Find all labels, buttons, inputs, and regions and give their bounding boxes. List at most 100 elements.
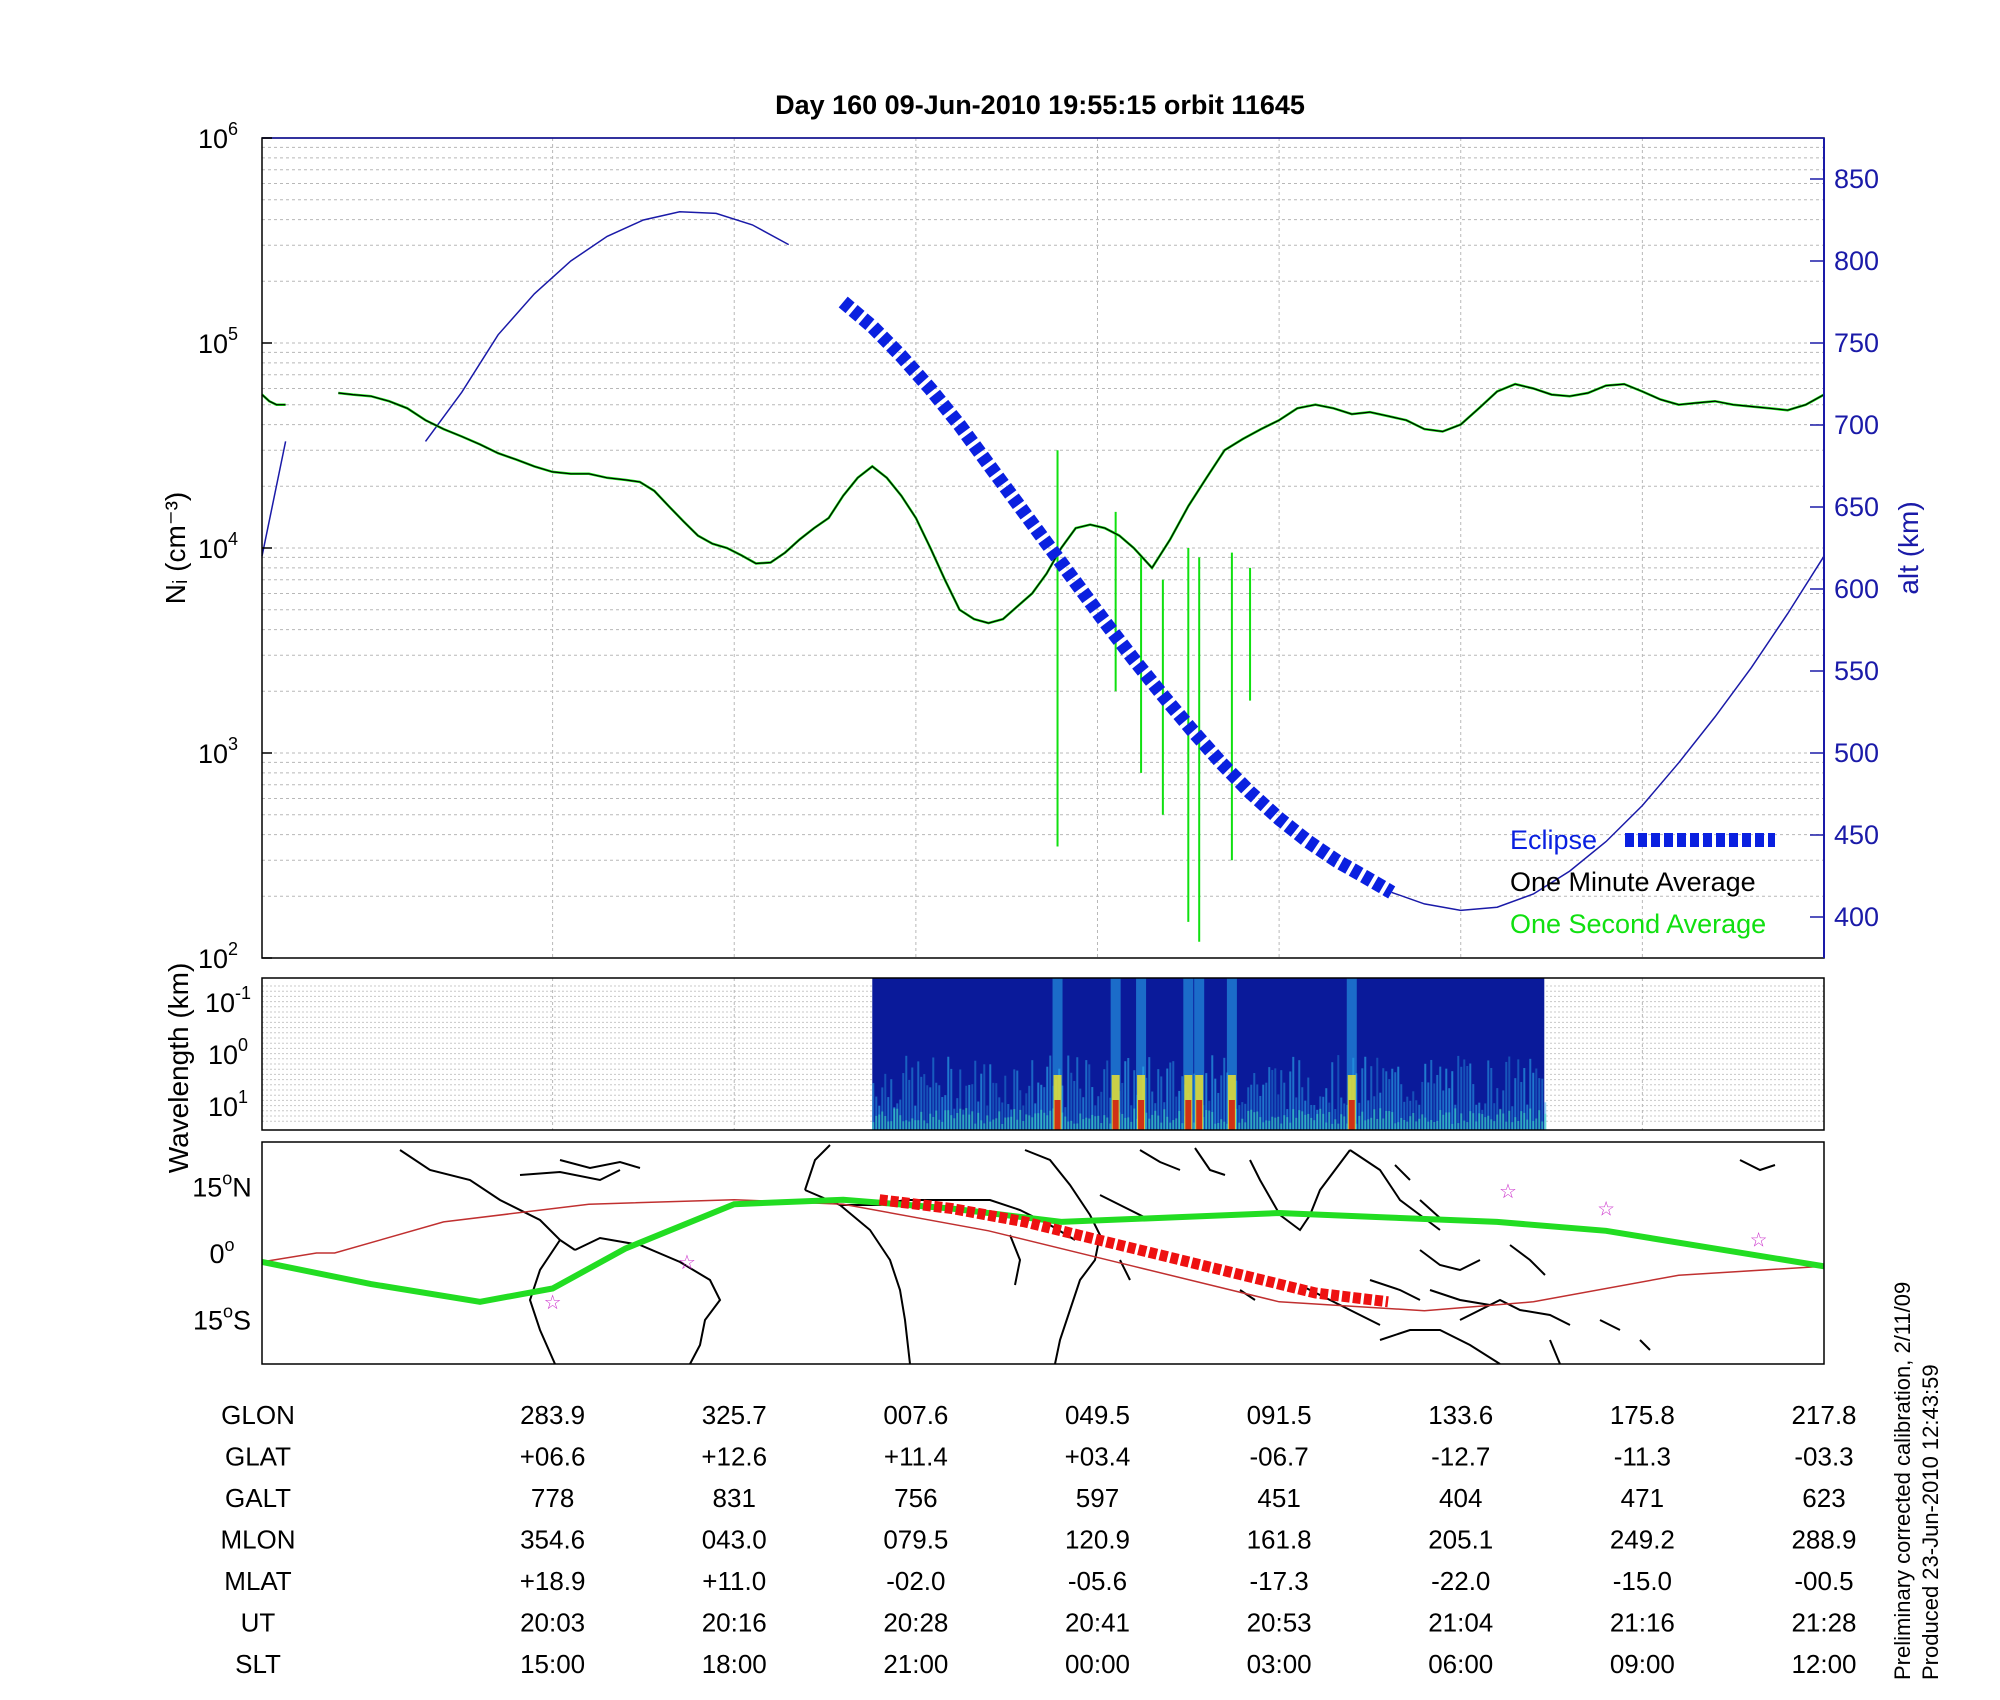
spectro-column — [1466, 1066, 1469, 1130]
spectro-column — [1046, 1066, 1049, 1130]
spectro-column — [1265, 1082, 1268, 1130]
spectro-column — [1037, 1082, 1040, 1130]
table-cell: 03:00 — [1247, 1649, 1312, 1679]
spectro-column-low — [974, 1123, 977, 1130]
spectro-column — [1070, 1072, 1073, 1130]
spectro-column — [1277, 1094, 1280, 1130]
spectro-column — [1274, 1068, 1277, 1130]
spectro-column-low — [1049, 1110, 1052, 1130]
spectro-column-low — [1019, 1109, 1022, 1130]
wavelength-tick-label: 100 — [208, 1035, 248, 1070]
spectro-column — [1133, 1070, 1136, 1130]
spectro-column — [884, 1073, 887, 1130]
spectro-column-low — [881, 1111, 884, 1130]
spectro-column-low — [1046, 1115, 1049, 1130]
coastline — [1419, 1249, 1481, 1272]
spectro-column-low — [1088, 1118, 1091, 1130]
spectro-column-low — [1175, 1118, 1178, 1130]
spectro-column — [1073, 1080, 1076, 1130]
coastline — [1369, 1279, 1491, 1306]
footer-line2: Produced 23-Jun-2010 12:43:59 — [1918, 1364, 1943, 1680]
spectro-column — [1523, 1068, 1526, 1130]
density-series — [261, 211, 1825, 942]
spectro-column-low — [1484, 1117, 1487, 1130]
wavelength-tick-exp: 0 — [238, 1035, 248, 1055]
spectro-column — [1166, 1068, 1169, 1130]
spectro-column-low — [1481, 1114, 1484, 1130]
spectro-column — [1085, 1060, 1088, 1130]
spectro-column — [1394, 1072, 1397, 1130]
spectro-column-low — [1520, 1111, 1523, 1130]
table-cell: 20:03 — [520, 1608, 585, 1638]
spectro-column-low — [1103, 1115, 1106, 1130]
wavelength-tick-exp: -1 — [235, 983, 251, 1003]
spectro-column-low — [1382, 1118, 1385, 1130]
coastlines — [399, 1144, 1776, 1364]
spectro-column — [1205, 1073, 1208, 1130]
spectro-column — [1007, 1104, 1010, 1130]
spectro-column — [980, 1073, 983, 1130]
table-row-label: GLON — [221, 1400, 295, 1430]
spectro-column — [968, 1084, 971, 1130]
spectro-column-low — [1505, 1121, 1508, 1130]
spectro-column — [1490, 1068, 1493, 1130]
spectro-column-low — [1244, 1122, 1247, 1130]
spectro-column-low — [968, 1114, 971, 1130]
altitude-tick-label: 700 — [1834, 410, 1879, 440]
spectro-column-low — [1454, 1108, 1457, 1130]
spectro-column — [1370, 1066, 1373, 1130]
spectro-column — [1457, 1055, 1460, 1130]
table-row-label: MLAT — [224, 1566, 292, 1596]
spectro-column — [1109, 1097, 1112, 1130]
map-lat-tick: 15oS — [193, 1302, 251, 1336]
spectro-column — [1148, 1057, 1151, 1130]
spectro-column-low — [1214, 1123, 1217, 1130]
table-cell: -00.5 — [1794, 1566, 1853, 1596]
coastline — [1459, 1298, 1571, 1326]
star-marker: ☆ — [1499, 1181, 1517, 1203]
altitude-y-ticks: 400 450 500 550 600 650 700 750 800 850 — [1810, 164, 1879, 932]
spectro-column — [1361, 1068, 1364, 1130]
spectro-column — [1400, 1084, 1403, 1130]
table-cell: 161.8 — [1247, 1525, 1312, 1555]
spectro-column — [941, 1096, 944, 1130]
spectro-column — [1013, 1069, 1016, 1130]
density-tick-exp: 2 — [228, 939, 238, 959]
spectro-column-low — [884, 1116, 887, 1130]
spectro-band-red — [1138, 1100, 1145, 1130]
spectro-column-low — [1220, 1119, 1223, 1130]
spectro-column-low — [1439, 1110, 1442, 1130]
spectro-band — [1226, 978, 1237, 1130]
spectro-column-low — [1205, 1110, 1208, 1130]
spectro-column-low — [1145, 1112, 1148, 1130]
table-cell: 09:00 — [1610, 1649, 1675, 1679]
map-lat-tick: 15oN — [192, 1168, 252, 1202]
altitude-y-label: alt (km) — [1893, 501, 1924, 594]
spectro-column-low — [1274, 1117, 1277, 1130]
spectro-column-low — [902, 1121, 905, 1130]
spectro-column — [1460, 1066, 1463, 1130]
spectro-column-low — [1493, 1121, 1496, 1130]
spectro-column-low — [1106, 1117, 1109, 1130]
one-minute-line — [338, 383, 1825, 624]
spectrogram-frame — [261, 977, 1825, 1131]
legend-one-second-label: One Second Average — [1510, 909, 1766, 939]
wavelength-y-label: Wavelength (km) — [163, 963, 194, 1174]
spectro-column-low — [998, 1111, 1001, 1130]
density-tick-label: 105 — [198, 324, 238, 359]
altitude-curve — [261, 441, 287, 557]
spectro-column — [1223, 1057, 1226, 1130]
spectro-column — [935, 1082, 938, 1130]
spectro-column — [1496, 1088, 1499, 1130]
spectro-column-low — [1526, 1119, 1529, 1130]
spectro-column — [1151, 1091, 1154, 1130]
spectro-column-low — [1250, 1109, 1253, 1130]
spectro-column-low — [1037, 1113, 1040, 1130]
coastline — [1009, 1234, 1022, 1286]
star-marker: ☆ — [544, 1292, 562, 1314]
spectro-column — [1325, 1088, 1328, 1130]
coastline — [1024, 1149, 1102, 1364]
spectro-column-low — [1511, 1122, 1514, 1130]
spectro-column-low — [1436, 1120, 1439, 1130]
